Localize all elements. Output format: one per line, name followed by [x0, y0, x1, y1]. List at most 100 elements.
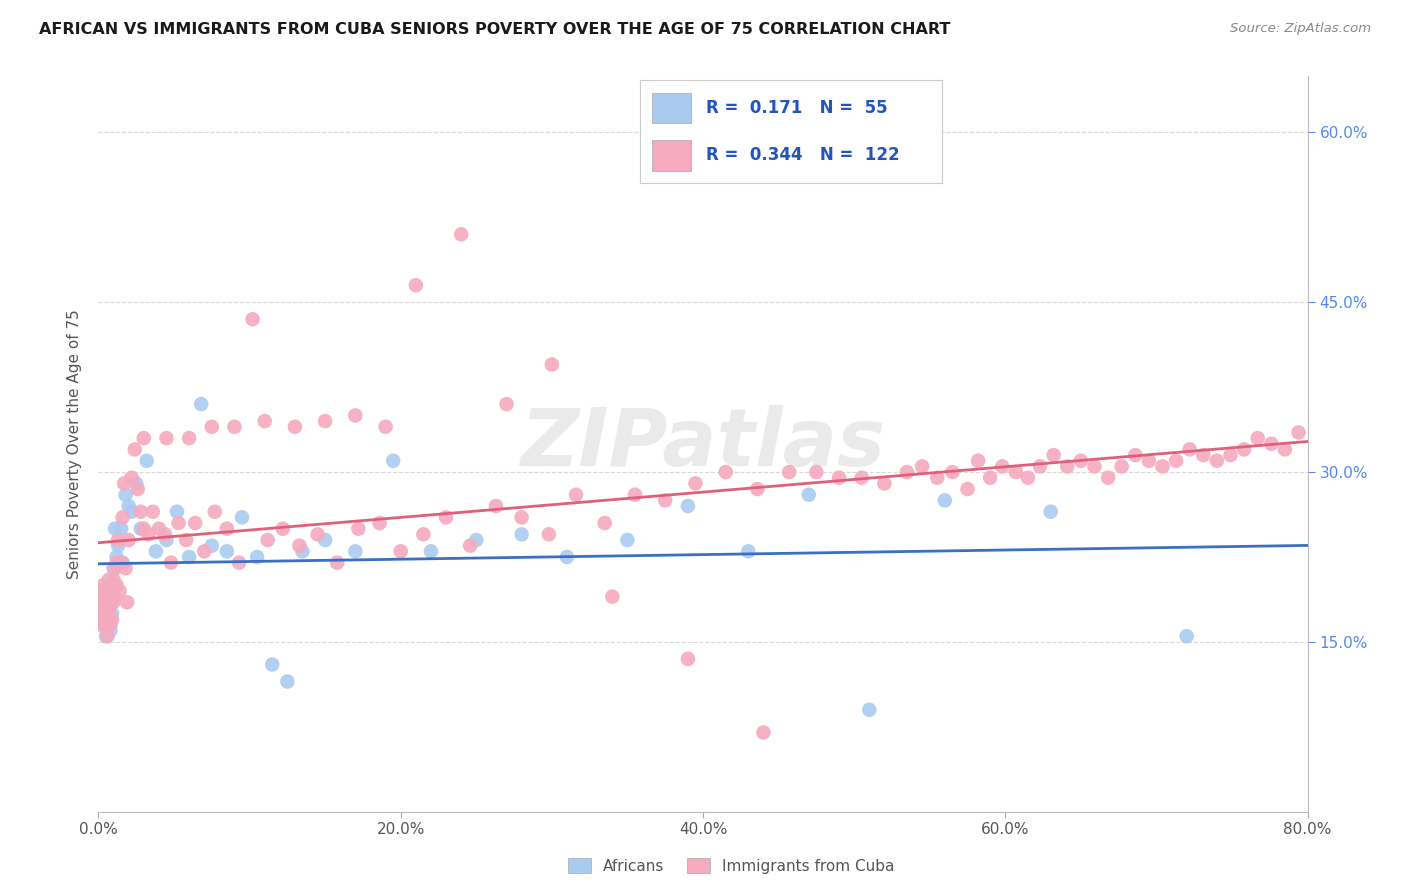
Point [676, 652, 699, 666]
Point [115, 595, 138, 609]
Point [104, 590, 127, 604]
Point [851, 471, 873, 485]
Point [747, 482, 769, 496]
Point [1056, 459, 1078, 474]
Point [96, 618, 118, 632]
Point [204, 505, 226, 519]
Point [1042, 448, 1064, 462]
Point [179, 549, 201, 564]
Point [927, 471, 949, 485]
Point [96, 595, 118, 609]
Point [145, 544, 167, 558]
Point [347, 522, 370, 536]
Point [105, 549, 128, 564]
Point [98, 601, 121, 615]
Point [1206, 454, 1229, 468]
Point [103, 595, 125, 609]
Point [98, 573, 121, 587]
Point [873, 476, 896, 491]
Point [110, 522, 132, 536]
Point [616, 533, 638, 547]
Point [96, 629, 118, 643]
Point [114, 561, 136, 575]
Point [540, 358, 562, 372]
Point [510, 510, 533, 524]
Point [465, 533, 488, 547]
Point [1097, 471, 1119, 485]
Point [412, 527, 434, 541]
Point [307, 527, 329, 541]
Point [224, 419, 246, 434]
Point [1137, 454, 1160, 468]
Point [1260, 436, 1282, 450]
Point [291, 544, 314, 558]
Point [124, 442, 146, 457]
Text: AFRICAN VS IMMIGRANTS FROM CUBA SENIORS POVERTY OVER THE AGE OF 75 CORRELATION C: AFRICAN VS IMMIGRANTS FROM CUBA SENIORS … [39, 22, 950, 37]
Point [121, 471, 143, 485]
Point [253, 414, 276, 428]
Point [1005, 465, 1028, 479]
Point [104, 522, 127, 536]
Point [94, 590, 117, 604]
Point [593, 516, 616, 530]
Point [101, 612, 124, 626]
Point [485, 499, 508, 513]
Point [111, 556, 134, 570]
Point [215, 544, 238, 558]
Point [166, 505, 188, 519]
Point [242, 312, 264, 326]
Point [314, 414, 336, 428]
Point [714, 465, 737, 479]
Point [941, 465, 963, 479]
Point [405, 278, 427, 293]
Point [118, 533, 141, 547]
Point [382, 454, 405, 468]
Point [1175, 629, 1198, 643]
Point [110, 556, 132, 570]
FancyBboxPatch shape [652, 140, 692, 170]
Point [737, 544, 759, 558]
Point [155, 533, 177, 547]
Point [201, 539, 224, 553]
Point [1178, 442, 1201, 457]
Point [142, 505, 165, 519]
Point [676, 499, 699, 513]
Point [934, 493, 956, 508]
Point [100, 624, 122, 638]
Point [495, 397, 517, 411]
Point [1192, 448, 1215, 462]
Point [179, 431, 201, 445]
Point [967, 454, 990, 468]
Point [654, 493, 676, 508]
Point [90, 618, 112, 632]
Point [103, 561, 125, 575]
Point [129, 522, 152, 536]
Point [100, 618, 122, 632]
Point [288, 539, 311, 553]
Text: R =  0.171   N =  55: R = 0.171 N = 55 [706, 99, 887, 117]
Point [107, 533, 129, 547]
Point [434, 510, 457, 524]
Point [104, 561, 127, 575]
Point [344, 409, 367, 423]
Point [100, 590, 122, 604]
Point [344, 544, 367, 558]
Point [160, 556, 183, 570]
Point [458, 539, 481, 553]
Point [991, 459, 1014, 474]
Point [101, 607, 124, 621]
Point [93, 595, 115, 609]
Point [94, 601, 117, 615]
Point [1017, 471, 1039, 485]
Point [90, 612, 112, 626]
Point [107, 539, 129, 553]
Point [1029, 459, 1052, 474]
Y-axis label: Seniors Poverty Over the Age of 75: Seniors Poverty Over the Age of 75 [67, 309, 83, 579]
Point [911, 459, 934, 474]
Point [93, 607, 115, 621]
Point [1233, 442, 1256, 457]
Point [510, 527, 533, 541]
Point [1247, 431, 1270, 445]
Point [132, 522, 155, 536]
Point [276, 674, 298, 689]
